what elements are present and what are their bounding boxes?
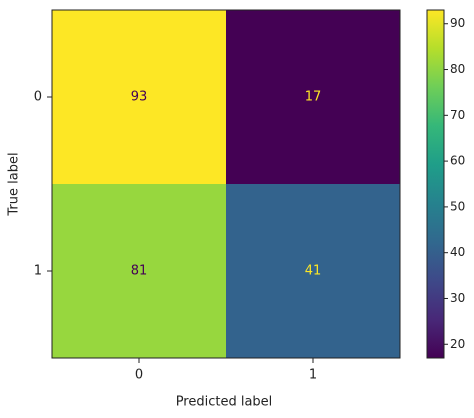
cell <box>52 10 226 184</box>
cell-label: 93 <box>131 90 148 105</box>
x-tick-label: 1 <box>309 368 317 383</box>
cell-label: 17 <box>305 90 322 105</box>
colorbar-tick-label: 90 <box>450 16 465 30</box>
colorbar-tick-label: 20 <box>450 337 465 351</box>
colorbar-tick-label: 80 <box>450 62 465 76</box>
x-axis-label: Predicted label <box>176 395 273 410</box>
plot-frame <box>51 9 401 359</box>
cell-label: 41 <box>305 264 322 279</box>
colorbar-tick-label: 70 <box>450 108 465 122</box>
colorbar <box>426 9 445 359</box>
cell <box>226 184 400 358</box>
colorbar-tick-label: 50 <box>450 199 465 213</box>
cell <box>52 184 226 358</box>
colorbar-tick-label: 30 <box>450 291 465 305</box>
y-tick-label: 0 <box>34 90 42 105</box>
y-tick-label: 1 <box>34 264 42 279</box>
cell-label: 81 <box>131 264 148 279</box>
cell <box>226 10 400 184</box>
colorbar-tick-label: 60 <box>450 154 465 168</box>
colorbar-tick-label: 40 <box>450 245 465 259</box>
y-axis-label: True label <box>7 152 22 216</box>
x-tick-label: 0 <box>135 368 143 383</box>
